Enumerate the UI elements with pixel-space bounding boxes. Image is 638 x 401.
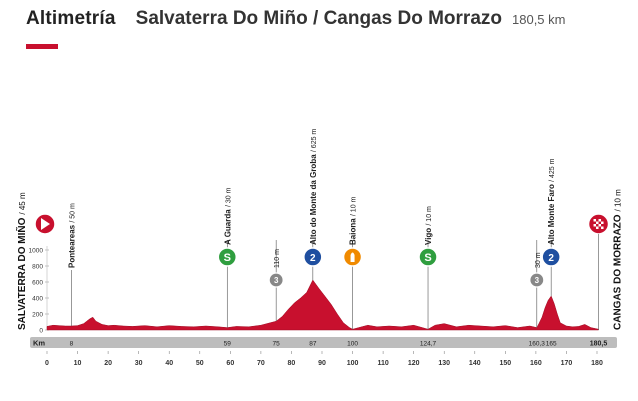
waypoint-altitude: 30 m (535, 252, 542, 268)
checker-square (596, 221, 599, 224)
waypoint-km-label: 160,3 (529, 341, 546, 348)
start-label: SALVATERRA DO MIÑO / 45 m (15, 192, 28, 330)
bottle-icon (350, 252, 355, 262)
waypoint-altitude: / 10 m (351, 196, 358, 216)
waypoint-label: 110 m (274, 249, 281, 268)
start-altitude: / 45 m (18, 192, 27, 215)
waypoint-km-label: 165 (546, 341, 557, 348)
start-name: SALVATERRA DO MIÑO (15, 217, 28, 330)
mountain-icon (541, 247, 561, 267)
x-tick-label: 160 (530, 360, 542, 367)
waypoint-altitude: / 30 m (225, 187, 232, 207)
waypoint-altitude: 110 m (274, 249, 281, 268)
category-icon-number: 3 (535, 276, 540, 285)
x-tick-label: 180 (591, 360, 603, 367)
distance-bar-label: Km (33, 339, 45, 348)
checker-square (593, 219, 597, 222)
page-title: Altimetría (26, 8, 116, 29)
sprint-icon-letter: S (424, 252, 431, 264)
x-tick-label: 170 (561, 360, 573, 367)
x-tick-label: 110 (377, 360, 388, 367)
waypoint-name: Alto do Monte da Groba (309, 154, 318, 245)
category-icon (529, 272, 545, 288)
finish-altitude: / 10 m (614, 189, 623, 212)
waypoint-altitude: / 625 m (311, 129, 318, 153)
y-tick-label: 400 (32, 296, 43, 303)
y-tick-label: 200 (32, 312, 43, 319)
checker-square (598, 224, 602, 227)
x-tick-label: 90 (318, 360, 326, 367)
finish-name: CANGAS DO MORRAZO (613, 214, 624, 330)
x-tick-label: 120 (408, 360, 420, 367)
finish-km-label: 180,5 (590, 341, 608, 348)
y-tick-label: 0 (39, 328, 43, 335)
distance-bar (30, 337, 617, 348)
accent-bar (26, 44, 58, 49)
checker-square (593, 224, 597, 227)
checker-square (596, 226, 599, 229)
waypoint-km-label: 87 (309, 341, 317, 348)
sprint-icon (217, 247, 238, 267)
mountain-icon-category: 2 (548, 253, 554, 264)
x-tick-label: 20 (104, 360, 112, 367)
sprint-icon-letter: S (224, 252, 231, 264)
category-icon (268, 272, 284, 288)
waypoint-label: Baiona / 10 m (349, 196, 358, 245)
header: Altimetría Salvaterra Do Miño / Cangas D… (26, 8, 565, 38)
waypoint-km-label: 59 (224, 341, 232, 348)
waypoint-label: A Guarda / 30 m (223, 187, 232, 245)
mountain-icon (303, 247, 323, 267)
waypoint-name: Alto Monte Faro (547, 184, 556, 245)
x-tick-label: 100 (347, 360, 359, 367)
waypoint-label: Alto do Monte da Groba / 625 m (309, 129, 318, 245)
waypoint-km-label: 8 (70, 341, 74, 348)
start-arrow-icon (41, 218, 50, 230)
category-icon-number: 3 (274, 276, 279, 285)
waypoint-altitude: / 425 m (549, 158, 556, 182)
checker-square (598, 219, 602, 222)
waypoint-label: Vigo / 10 m (424, 206, 433, 245)
route-distance: 180,5 km (512, 12, 566, 27)
waypoint-label: 30 m (535, 252, 542, 268)
y-tick-label: 800 (32, 264, 43, 271)
waypoint-altitude: / 50 m (69, 203, 76, 223)
x-tick-label: 80 (288, 360, 296, 367)
checker-square (601, 221, 604, 224)
waypoint-name: Baiona (349, 218, 358, 245)
x-tick-label: 0 (45, 360, 49, 367)
waypoint-name: Vigo (424, 228, 433, 245)
x-tick-label: 30 (135, 360, 143, 367)
sprint-icon (418, 247, 438, 267)
waypoint-name: A Guarda (223, 209, 232, 245)
mountain-icon-category: 2 (310, 253, 316, 264)
x-tick-label: 60 (226, 360, 234, 367)
waypoint-km-label: 100 (347, 341, 358, 348)
x-tick-label: 70 (257, 360, 265, 367)
x-tick-label: 150 (499, 360, 511, 367)
x-tick-label: 140 (469, 360, 481, 367)
waypoint-altitude: / 10 m (426, 206, 433, 226)
waypoint-km-label: 75 (273, 341, 281, 348)
waypoint-label: Ponteareas / 50 m (67, 203, 76, 268)
checker-square (601, 226, 604, 229)
waypoint-km-label: 124,7 (420, 341, 437, 348)
x-tick-label: 50 (196, 360, 204, 367)
waypoint-name: Ponteareas (67, 224, 76, 268)
x-tick-label: 40 (165, 360, 173, 367)
x-tick-label: 130 (438, 360, 450, 367)
y-tick-label: 1000 (29, 248, 44, 255)
finish-label: CANGAS DO MORRAZO / 10 m (613, 189, 624, 330)
x-tick-label: 10 (74, 360, 82, 367)
elevation-area (46, 279, 599, 331)
route-name: Salvaterra Do Miño / Cangas Do Morrazo (135, 8, 502, 29)
waypoint-label: Alto Monte Faro / 425 m (547, 158, 556, 245)
y-tick-label: 600 (32, 280, 43, 287)
